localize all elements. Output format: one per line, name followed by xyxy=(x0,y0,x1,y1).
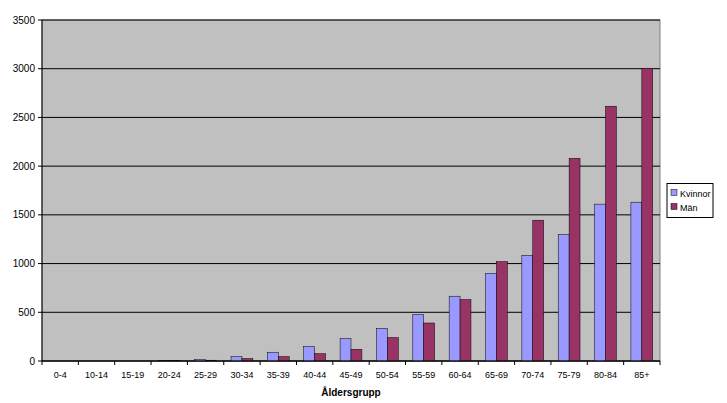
chart-root: 0 500 1000 1500 2000 2500 3000 3500 0-4 10-14 15-1… xyxy=(0,0,727,403)
y-tick xyxy=(38,263,42,264)
x-tick-label: 25-29 xyxy=(194,370,217,380)
plot-background xyxy=(42,20,660,361)
x-tick xyxy=(550,361,551,365)
bar xyxy=(522,255,533,361)
bar xyxy=(376,328,387,361)
bar xyxy=(569,158,580,361)
y-tick-label: 0 xyxy=(29,356,35,367)
x-tick xyxy=(441,361,442,365)
bar xyxy=(351,349,362,361)
x-tick-label: 60-64 xyxy=(449,370,472,380)
bar xyxy=(449,296,460,361)
x-axis-title: Åldersgrupp xyxy=(321,386,380,398)
bar xyxy=(605,106,616,361)
y-tick-label: 500 xyxy=(18,307,35,318)
grid-line xyxy=(42,361,660,362)
y-tick xyxy=(38,68,42,69)
x-tick-label: 55-59 xyxy=(412,370,435,380)
y-tick xyxy=(38,214,42,215)
x-tick-label: 10-14 xyxy=(85,370,108,380)
x-tick-label: 40-44 xyxy=(303,370,326,380)
bar xyxy=(304,346,315,361)
grid-line xyxy=(42,117,660,118)
x-tick xyxy=(478,361,479,365)
x-tick xyxy=(151,361,152,365)
x-tick xyxy=(623,361,624,365)
bar xyxy=(267,352,278,361)
x-tick-label: 15-19 xyxy=(121,370,144,380)
bar xyxy=(340,339,351,361)
x-tick-label: 35-39 xyxy=(267,370,290,380)
y-tick xyxy=(38,20,42,21)
legend-label: Män xyxy=(680,203,698,213)
x-tick-label: 65-69 xyxy=(485,370,508,380)
bar xyxy=(595,204,606,361)
y-tick-label: 3000 xyxy=(13,63,36,74)
grid-line xyxy=(42,20,660,21)
grid-line xyxy=(42,166,660,167)
bar xyxy=(533,220,544,361)
legend-swatch xyxy=(671,204,677,210)
bar xyxy=(496,262,507,361)
x-tick-label: 45-49 xyxy=(339,370,362,380)
legend: Kvinnor Män xyxy=(667,184,713,218)
x-tick xyxy=(369,361,370,365)
y-tick xyxy=(38,361,42,362)
legend-label: Kvinnor xyxy=(680,189,711,199)
legend-swatch xyxy=(671,190,677,196)
y-tick-label: 1000 xyxy=(13,258,36,269)
bar xyxy=(558,234,569,361)
y-tick xyxy=(38,117,42,118)
x-tick-label: 20-24 xyxy=(158,370,181,380)
x-tick xyxy=(514,361,515,365)
x-tick xyxy=(42,361,43,365)
x-tick-label: 0-4 xyxy=(54,370,67,380)
x-tick xyxy=(405,361,406,365)
bar xyxy=(315,354,326,361)
bar xyxy=(278,357,289,361)
chart-svg: 0 500 1000 1500 2000 2500 3000 3500 0-4 10-14 15-1… xyxy=(0,0,727,403)
x-tick xyxy=(223,361,224,365)
x-tick xyxy=(78,361,79,365)
y-tick xyxy=(38,166,42,167)
x-tick xyxy=(114,361,115,365)
grid-line xyxy=(42,68,660,69)
x-tick-label: 70-74 xyxy=(521,370,544,380)
bar xyxy=(231,357,242,361)
bars xyxy=(158,68,652,361)
x-tick-label: 85+ xyxy=(634,370,649,380)
x-tick xyxy=(332,361,333,365)
x-tick xyxy=(187,361,188,365)
bar xyxy=(424,323,435,361)
y-tick xyxy=(38,312,42,313)
x-tick-label: 30-34 xyxy=(230,370,253,380)
bar xyxy=(413,314,424,361)
x-tick xyxy=(296,361,297,365)
bar xyxy=(486,273,497,361)
x-tick xyxy=(660,361,661,365)
x-tick xyxy=(260,361,261,365)
bar xyxy=(631,202,642,361)
x-tick-label: 80-84 xyxy=(594,370,617,380)
y-tick-label: 3500 xyxy=(13,15,36,26)
legend-box xyxy=(667,184,713,218)
x-tick xyxy=(587,361,588,365)
x-axis xyxy=(42,361,660,362)
bar xyxy=(460,300,471,361)
y-tick-label: 1500 xyxy=(13,209,36,220)
grid-line xyxy=(42,214,660,215)
y-tick-label: 2500 xyxy=(13,112,36,123)
y-tick-label: 2000 xyxy=(13,161,36,172)
x-tick-label: 75-79 xyxy=(558,370,581,380)
y-axis xyxy=(42,20,43,361)
x-tick-label: 50-54 xyxy=(376,370,399,380)
bar xyxy=(387,338,398,361)
bar xyxy=(642,68,653,361)
